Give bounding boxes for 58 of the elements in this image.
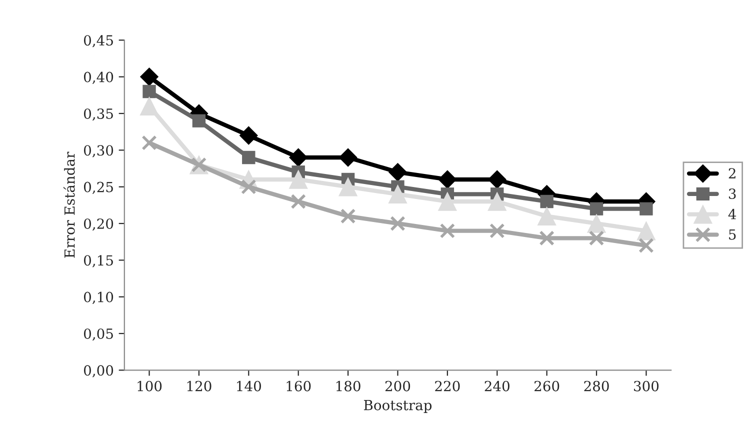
point — [289, 148, 308, 167]
x-axis-title: Bootstrap — [364, 400, 432, 414]
point — [388, 184, 408, 204]
x-tick-label: 220 — [435, 380, 460, 392]
point — [192, 114, 206, 128]
point — [142, 135, 157, 150]
x-tick-label: 200 — [385, 380, 410, 392]
point — [338, 177, 358, 196]
point — [537, 206, 556, 226]
y-tick-label: 0,10 — [84, 292, 114, 304]
x-tick-label: 260 — [534, 380, 560, 392]
point — [239, 126, 258, 145]
point — [438, 192, 457, 211]
y-tick-label: 0,25 — [84, 182, 113, 194]
point — [540, 194, 554, 208]
point — [288, 170, 308, 189]
point — [640, 202, 653, 216]
y-tick-label: 0,20 — [84, 218, 114, 231]
point — [388, 162, 407, 182]
point — [142, 84, 156, 98]
point — [488, 170, 506, 189]
y-tick-label: 0,00 — [84, 365, 114, 378]
y-axis-title: Error Estándar — [64, 152, 75, 258]
y-tick-label: 0,15 — [84, 255, 113, 268]
point — [340, 208, 356, 224]
x-tick-label: 240 — [484, 380, 510, 392]
point — [140, 96, 159, 116]
x-tick-label: 140 — [237, 380, 261, 392]
x-tick-label: 280 — [584, 380, 609, 392]
point — [638, 238, 654, 254]
y-tick-label: 0,05 — [84, 328, 113, 341]
point — [636, 221, 656, 240]
point — [242, 150, 256, 164]
point — [590, 202, 604, 216]
point — [539, 230, 554, 246]
x-tick-label: 120 — [187, 380, 212, 392]
x-tick-label: 100 — [138, 380, 162, 392]
legend-label: 4 — [728, 208, 736, 220]
point — [488, 192, 507, 211]
point — [489, 223, 505, 238]
point — [438, 170, 457, 189]
point — [587, 214, 606, 233]
point — [440, 223, 456, 238]
x-tick-label: 180 — [336, 380, 360, 392]
legend-label: 3 — [728, 188, 736, 199]
point — [588, 230, 604, 246]
legend-label: 2 — [728, 168, 736, 178]
y-tick-label: 0,30 — [84, 145, 114, 158]
x-tick-label: 300 — [634, 380, 659, 392]
point — [140, 68, 158, 86]
point — [290, 194, 306, 210]
point — [338, 148, 358, 167]
y-tick-label: 0,40 — [84, 72, 114, 84]
y-tick-label: 0,35 — [84, 108, 113, 121]
point — [390, 216, 406, 232]
x-tick-label: 160 — [286, 380, 311, 392]
legend-label: 5 — [729, 229, 736, 240]
y-tick-label: 0,45 — [84, 35, 113, 48]
